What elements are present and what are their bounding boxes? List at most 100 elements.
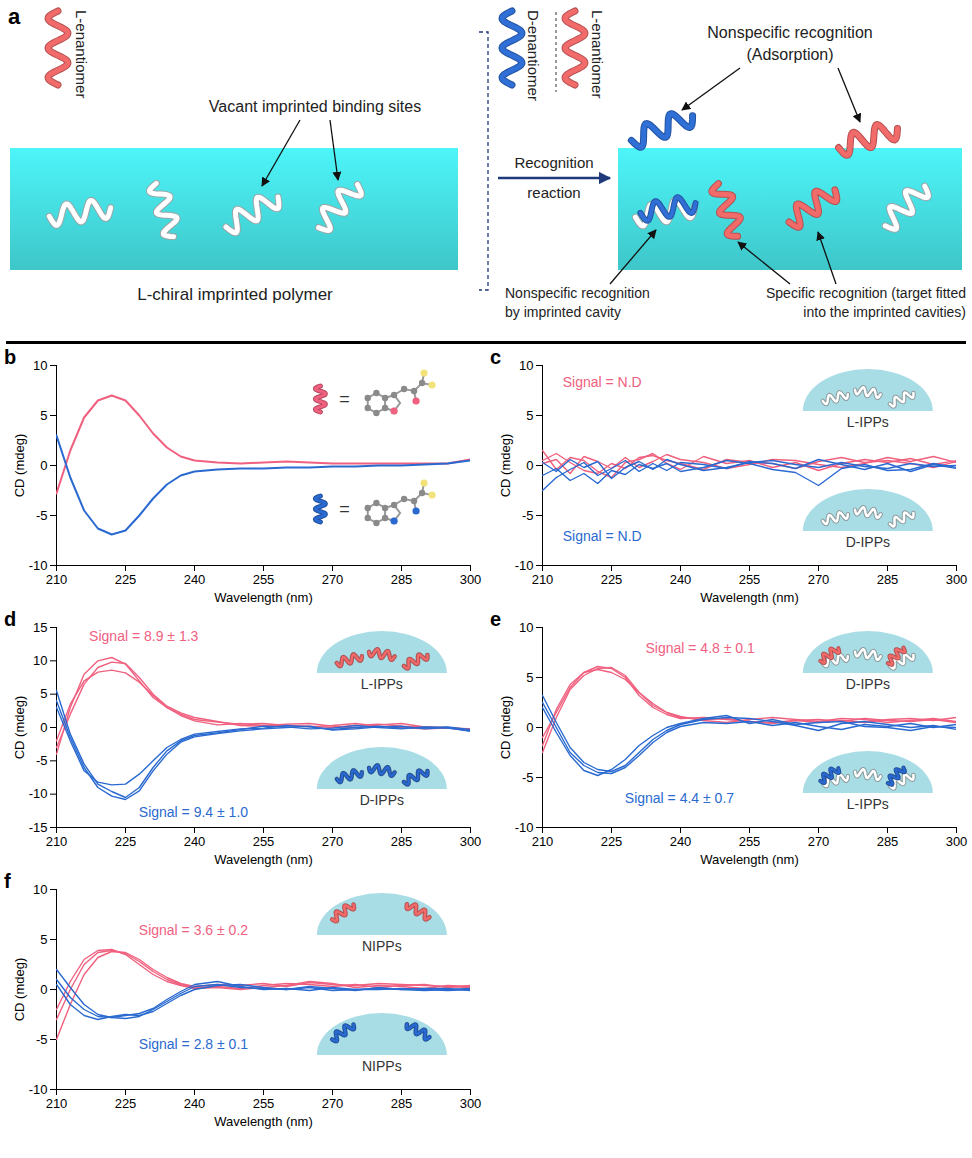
svg-text:-5: -5 bbox=[522, 770, 534, 785]
svg-text:CD (mdeg): CD (mdeg) bbox=[12, 696, 27, 760]
svg-text:Signal = 4.8 ± 0.1: Signal = 4.8 ± 0.1 bbox=[646, 640, 755, 656]
svg-text:Wavelength (nm): Wavelength (nm) bbox=[214, 852, 313, 867]
svg-text:NIPPs: NIPPs bbox=[362, 1058, 402, 1074]
svg-text:10: 10 bbox=[33, 653, 47, 668]
svg-text:225: 225 bbox=[601, 572, 623, 587]
svg-text:240: 240 bbox=[670, 572, 692, 587]
svg-text:0: 0 bbox=[526, 720, 533, 735]
svg-text:Signal = 4.4 ± 0.7: Signal = 4.4 ± 0.7 bbox=[625, 790, 734, 806]
svg-text:into the imprinted cavities): into the imprinted cavities) bbox=[803, 304, 966, 320]
svg-text:Signal = 3.6 ± 0.2: Signal = 3.6 ± 0.2 bbox=[139, 922, 248, 938]
svg-text:270: 270 bbox=[322, 572, 344, 587]
svg-text:CD (mdeg): CD (mdeg) bbox=[12, 434, 27, 498]
svg-text:15: 15 bbox=[33, 620, 47, 635]
svg-text:Wavelength (nm): Wavelength (nm) bbox=[214, 1114, 313, 1129]
svg-text:CD (mdeg): CD (mdeg) bbox=[498, 434, 513, 498]
svg-text:L-chiral imprinted polymer: L-chiral imprinted polymer bbox=[137, 285, 333, 304]
svg-text:5: 5 bbox=[40, 686, 47, 701]
svg-text:-10: -10 bbox=[29, 558, 48, 573]
svg-text:d: d bbox=[4, 609, 16, 630]
svg-text:270: 270 bbox=[322, 1096, 344, 1111]
svg-text:-15: -15 bbox=[29, 820, 48, 835]
svg-text:D-enantiomer: D-enantiomer bbox=[525, 10, 542, 101]
svg-text:255: 255 bbox=[253, 834, 275, 849]
svg-text:210: 210 bbox=[532, 572, 554, 587]
svg-text:-5: -5 bbox=[36, 1032, 48, 1047]
svg-text:D-IPPs: D-IPPs bbox=[846, 534, 890, 550]
svg-text:CD (mdeg): CD (mdeg) bbox=[12, 958, 27, 1022]
svg-text:225: 225 bbox=[115, 572, 137, 587]
svg-text:Recognition: Recognition bbox=[514, 154, 593, 171]
svg-text:reaction: reaction bbox=[527, 184, 580, 201]
svg-text:L-enantiomer: L-enantiomer bbox=[73, 10, 90, 98]
svg-text:-5: -5 bbox=[36, 753, 48, 768]
svg-text:300: 300 bbox=[460, 834, 482, 849]
svg-text:225: 225 bbox=[115, 1096, 137, 1111]
svg-text:a: a bbox=[8, 4, 21, 29]
svg-text:CD (mdeg): CD (mdeg) bbox=[498, 696, 513, 760]
svg-text:Signal = 2.8 ± 0.1: Signal = 2.8 ± 0.1 bbox=[139, 1036, 248, 1052]
svg-text:240: 240 bbox=[184, 572, 206, 587]
svg-text:255: 255 bbox=[739, 572, 761, 587]
svg-text:f: f bbox=[4, 871, 11, 892]
svg-text:0: 0 bbox=[40, 982, 47, 997]
svg-text:Vacant imprinted binding sites: Vacant imprinted binding sites bbox=[209, 98, 421, 115]
svg-text:210: 210 bbox=[46, 1096, 68, 1111]
svg-text:300: 300 bbox=[946, 572, 968, 587]
svg-text:5: 5 bbox=[40, 932, 47, 947]
svg-text:300: 300 bbox=[460, 572, 482, 587]
svg-text:285: 285 bbox=[391, 572, 413, 587]
svg-text:c: c bbox=[490, 347, 501, 368]
svg-text:0: 0 bbox=[40, 458, 47, 473]
svg-text:b: b bbox=[4, 347, 16, 368]
svg-text:Signal = 9.4 ± 1.0: Signal = 9.4 ± 1.0 bbox=[139, 804, 248, 820]
svg-text:NIPPs: NIPPs bbox=[362, 938, 402, 954]
svg-text:by imprinted cavity: by imprinted cavity bbox=[505, 304, 621, 320]
svg-text:L-IPPs: L-IPPs bbox=[361, 676, 403, 692]
svg-text:10: 10 bbox=[519, 620, 533, 635]
svg-text:D-IPPs: D-IPPs bbox=[360, 792, 404, 808]
svg-text:D-IPPs: D-IPPs bbox=[846, 676, 890, 692]
svg-text:-10: -10 bbox=[515, 558, 534, 573]
svg-text:5: 5 bbox=[40, 408, 47, 423]
svg-text:Specific recognition (target f: Specific recognition (target fitted bbox=[766, 285, 966, 301]
svg-text:225: 225 bbox=[601, 834, 623, 849]
svg-text:255: 255 bbox=[739, 834, 761, 849]
svg-text:Nonspecific recognition: Nonspecific recognition bbox=[707, 24, 872, 41]
svg-text:285: 285 bbox=[877, 834, 899, 849]
svg-text:210: 210 bbox=[46, 834, 68, 849]
svg-text:Wavelength (nm): Wavelength (nm) bbox=[700, 590, 799, 605]
svg-text:=: = bbox=[339, 499, 350, 519]
svg-text:5: 5 bbox=[526, 408, 533, 423]
svg-text:Signal = N.D: Signal = N.D bbox=[563, 374, 642, 390]
svg-text:210: 210 bbox=[532, 834, 554, 849]
svg-text:-10: -10 bbox=[515, 820, 534, 835]
svg-text:270: 270 bbox=[322, 834, 344, 849]
svg-text:-5: -5 bbox=[36, 508, 48, 523]
svg-text:255: 255 bbox=[253, 572, 275, 587]
svg-text:-10: -10 bbox=[29, 786, 48, 801]
svg-text:L-IPPs: L-IPPs bbox=[847, 796, 889, 812]
svg-text:255: 255 bbox=[253, 1096, 275, 1111]
svg-text:5: 5 bbox=[526, 670, 533, 685]
svg-text:Nonspecific recognition: Nonspecific recognition bbox=[505, 285, 650, 301]
svg-text:e: e bbox=[490, 609, 501, 630]
svg-text:0: 0 bbox=[40, 720, 47, 735]
svg-text:10: 10 bbox=[519, 358, 533, 373]
svg-text:Wavelength (nm): Wavelength (nm) bbox=[700, 852, 799, 867]
svg-text:(Adsorption): (Adsorption) bbox=[746, 46, 833, 63]
svg-text:10: 10 bbox=[33, 358, 47, 373]
svg-text:=: = bbox=[339, 389, 350, 409]
svg-text:240: 240 bbox=[184, 834, 206, 849]
svg-text:10: 10 bbox=[33, 882, 47, 897]
svg-text:300: 300 bbox=[946, 834, 968, 849]
svg-text:Signal = 8.9 ± 1.3: Signal = 8.9 ± 1.3 bbox=[89, 628, 198, 644]
svg-text:L-enantiomer: L-enantiomer bbox=[589, 10, 606, 98]
svg-text:Wavelength (nm): Wavelength (nm) bbox=[214, 590, 313, 605]
svg-text:Signal = N.D: Signal = N.D bbox=[563, 528, 642, 544]
svg-text:300: 300 bbox=[460, 1096, 482, 1111]
svg-text:225: 225 bbox=[115, 834, 137, 849]
svg-text:270: 270 bbox=[808, 572, 830, 587]
svg-text:0: 0 bbox=[526, 458, 533, 473]
svg-text:285: 285 bbox=[877, 572, 899, 587]
